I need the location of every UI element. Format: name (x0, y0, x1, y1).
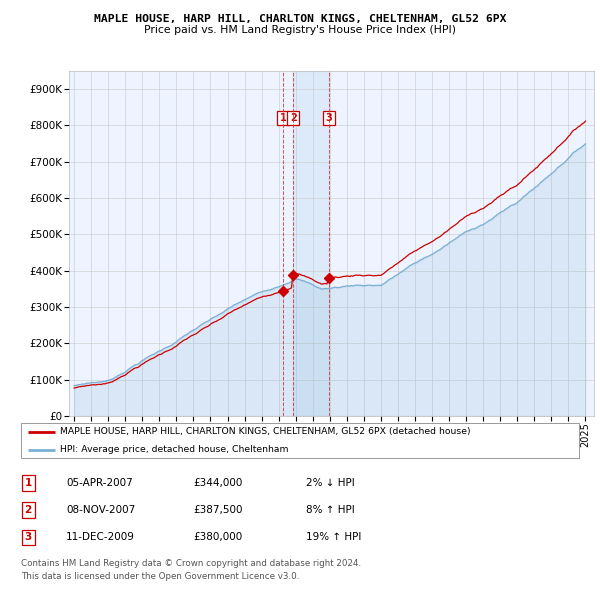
Text: 08-NOV-2007: 08-NOV-2007 (66, 505, 135, 515)
Text: 1: 1 (25, 478, 32, 487)
Text: Price paid vs. HM Land Registry's House Price Index (HPI): Price paid vs. HM Land Registry's House … (144, 25, 456, 35)
Text: 2: 2 (25, 505, 32, 515)
Text: £344,000: £344,000 (193, 478, 242, 487)
FancyBboxPatch shape (21, 424, 579, 457)
Text: 3: 3 (25, 533, 32, 542)
Text: 11-DEC-2009: 11-DEC-2009 (66, 533, 135, 542)
Text: 1: 1 (280, 113, 286, 123)
Text: 05-APR-2007: 05-APR-2007 (66, 478, 133, 487)
Text: HPI: Average price, detached house, Cheltenham: HPI: Average price, detached house, Chel… (60, 445, 289, 454)
Text: 3: 3 (325, 113, 332, 123)
Text: 8% ↑ HPI: 8% ↑ HPI (305, 505, 355, 515)
Text: Contains HM Land Registry data © Crown copyright and database right 2024.
This d: Contains HM Land Registry data © Crown c… (21, 559, 361, 581)
Bar (293, 71, 329, 416)
Text: £380,000: £380,000 (193, 533, 242, 542)
Text: MAPLE HOUSE, HARP HILL, CHARLTON KINGS, CHELTENHAM, GL52 6PX: MAPLE HOUSE, HARP HILL, CHARLTON KINGS, … (94, 14, 506, 24)
Text: MAPLE HOUSE, HARP HILL, CHARLTON KINGS, CHELTENHAM, GL52 6PX (detached house): MAPLE HOUSE, HARP HILL, CHARLTON KINGS, … (60, 427, 471, 437)
Text: 19% ↑ HPI: 19% ↑ HPI (305, 533, 361, 542)
Text: 2: 2 (290, 113, 296, 123)
Text: 2% ↓ HPI: 2% ↓ HPI (305, 478, 355, 487)
Text: £387,500: £387,500 (193, 505, 242, 515)
